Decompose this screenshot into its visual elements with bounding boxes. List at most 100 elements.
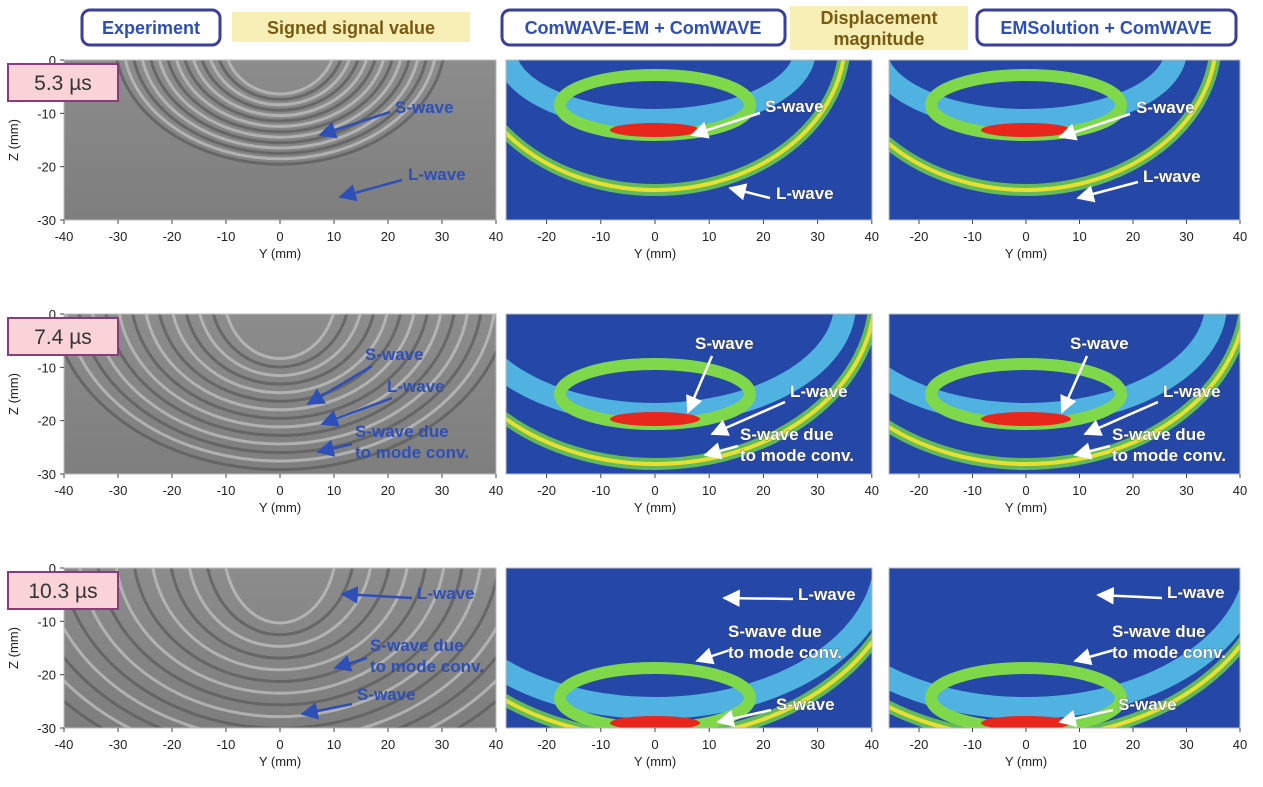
x-tick-label: 40 — [489, 229, 503, 244]
x-tick-label: 0 — [276, 737, 283, 752]
x-tick-label: -30 — [109, 229, 128, 244]
x-tick-label: -20 — [910, 229, 929, 244]
z-tick-label: -30 — [37, 213, 56, 228]
x-tick-label: 0 — [651, 483, 658, 498]
x-tick-label: 0 — [1022, 737, 1029, 752]
z-axis-label: Z (mm) — [6, 373, 21, 415]
x-tick-label: -40 — [55, 737, 74, 752]
time-label: 5.3 µs — [34, 72, 92, 95]
annotation: S-wave — [365, 345, 424, 364]
x-tick-label: 30 — [810, 229, 824, 244]
x-tick-label: 20 — [1126, 229, 1140, 244]
x-tick-label: 0 — [651, 737, 658, 752]
z-tick-label: -20 — [37, 668, 56, 683]
x-tick-label: 10 — [327, 483, 341, 498]
x-axis-label: Y (mm) — [1005, 246, 1047, 261]
x-tick-label: -10 — [963, 737, 982, 752]
header-subtitle: Displacement — [820, 8, 937, 28]
annotation: S-wave due — [355, 422, 449, 441]
x-tick-label: -20 — [163, 229, 182, 244]
x-axis-label: Y (mm) — [1005, 754, 1047, 769]
image-background — [889, 60, 1240, 220]
x-tick-label: -30 — [109, 483, 128, 498]
annotation: L-wave — [798, 585, 856, 604]
time-label: 7.4 µs — [34, 326, 92, 349]
image-background — [64, 60, 496, 220]
hotspot — [610, 412, 700, 426]
x-tick-label: 10 — [702, 483, 716, 498]
x-tick-label: 40 — [865, 737, 879, 752]
z-tick-label: -20 — [37, 160, 56, 175]
x-axis-label: Y (mm) — [634, 500, 676, 515]
annotation: S-wave — [357, 685, 416, 704]
x-tick-label: 40 — [489, 483, 503, 498]
x-tick-label: 10 — [327, 229, 341, 244]
time-label: 10.3 µs — [28, 580, 97, 603]
x-tick-label: 40 — [1233, 737, 1247, 752]
annotation: to mode conv. — [1112, 643, 1226, 662]
x-axis-label: Y (mm) — [634, 246, 676, 261]
x-tick-label: -20 — [537, 737, 556, 752]
annotation: S-wave due — [370, 636, 464, 655]
annotation: to mode conv. — [728, 643, 842, 662]
x-tick-label: -10 — [217, 483, 236, 498]
z-tick-label: -10 — [37, 106, 56, 121]
x-tick-label: 20 — [756, 229, 770, 244]
annotation: S-wave — [695, 334, 754, 353]
header-title: ComWAVE-EM + ComWAVE — [525, 18, 762, 38]
annotation: S-wave due — [1112, 425, 1206, 444]
annotation: S-wave — [1136, 98, 1195, 117]
x-tick-label: 30 — [1179, 483, 1193, 498]
x-tick-label: 0 — [651, 229, 658, 244]
annotation: S-wave due — [1112, 622, 1206, 641]
x-tick-label: 40 — [489, 737, 503, 752]
annotation: L-wave — [387, 377, 445, 396]
x-tick-label: -20 — [163, 483, 182, 498]
z-axis-label: Z (mm) — [6, 627, 21, 669]
x-tick-label: -10 — [217, 229, 236, 244]
x-tick-label: 20 — [1126, 737, 1140, 752]
x-tick-label: -40 — [55, 483, 74, 498]
x-tick-label: 30 — [435, 737, 449, 752]
annotation: L-wave — [1143, 167, 1201, 186]
x-tick-label: 20 — [381, 483, 395, 498]
x-tick-label: 30 — [435, 483, 449, 498]
x-tick-label: -10 — [591, 229, 610, 244]
x-tick-label: -20 — [910, 483, 929, 498]
x-tick-label: -20 — [537, 229, 556, 244]
annotation: to mode conv. — [740, 446, 854, 465]
x-tick-label: 10 — [702, 229, 716, 244]
x-tick-label: 0 — [1022, 229, 1029, 244]
annotation: L-wave — [790, 382, 848, 401]
annotation: L-wave — [1163, 382, 1221, 401]
annotation: S-wave — [765, 97, 824, 116]
x-tick-label: -20 — [163, 737, 182, 752]
x-axis-label: Y (mm) — [259, 500, 301, 515]
x-tick-label: -10 — [591, 737, 610, 752]
z-tick-label: -10 — [37, 360, 56, 375]
z-tick-label: -30 — [37, 467, 56, 482]
x-axis-label: Y (mm) — [634, 754, 676, 769]
x-tick-label: 20 — [381, 737, 395, 752]
x-tick-label: 30 — [435, 229, 449, 244]
x-tick-label: 40 — [865, 229, 879, 244]
annotation-arrow — [724, 598, 793, 599]
figure: Experiment Signed signal value ComWAVE-E… — [0, 0, 1263, 782]
z-axis-label: Z (mm) — [6, 119, 21, 161]
x-tick-label: 0 — [1022, 483, 1029, 498]
x-tick-label: 40 — [865, 483, 879, 498]
x-tick-label: -10 — [591, 483, 610, 498]
x-tick-label: -20 — [910, 737, 929, 752]
header-title: EMSolution + ComWAVE — [1000, 18, 1211, 38]
x-tick-label: 20 — [756, 483, 770, 498]
x-tick-label: 30 — [1179, 229, 1193, 244]
x-axis-label: Y (mm) — [1005, 500, 1047, 515]
x-tick-label: 0 — [276, 229, 283, 244]
x-tick-label: 10 — [327, 737, 341, 752]
x-tick-label: 0 — [276, 483, 283, 498]
header-subtitle: Signed signal value — [267, 18, 435, 38]
header: Experiment Signed signal value ComWAVE-E… — [82, 6, 1236, 50]
annotation: S-wave due — [740, 425, 834, 444]
annotation: L-wave — [408, 165, 466, 184]
annotation: L-wave — [776, 184, 834, 203]
